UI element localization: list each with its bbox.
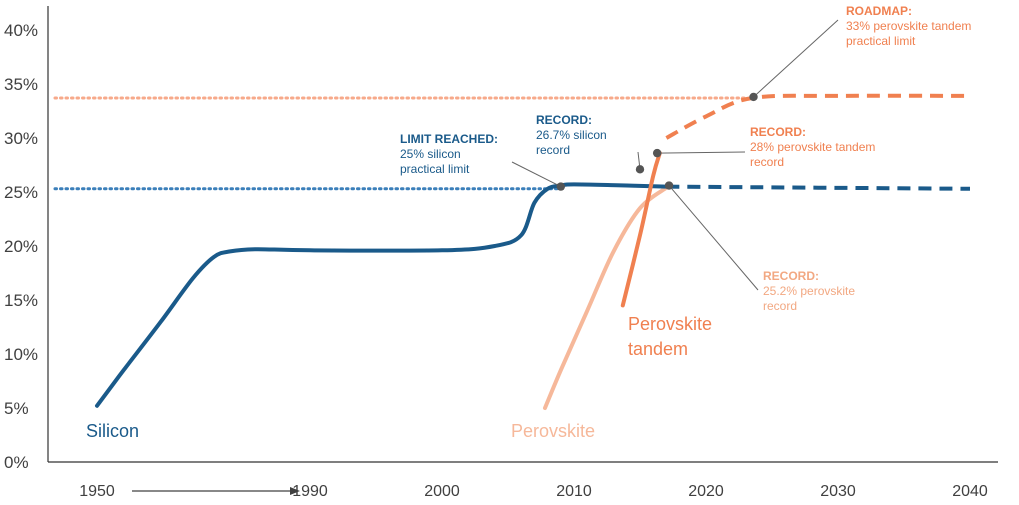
tandem-line	[620, 151, 662, 308]
tandem-label-line1: Perovskite	[628, 314, 712, 334]
annotation-leader-line	[668, 185, 759, 291]
silicon-projection-line	[666, 184, 971, 191]
annotation-text: practical limit	[400, 162, 470, 176]
y-tick-label: 40%	[4, 21, 38, 40]
series-labels: Silicon Perovskite Perovskite tandem	[86, 314, 712, 441]
arrow-head-icon	[290, 487, 300, 495]
perovskite-label: Perovskite	[511, 421, 595, 441]
annotation-title: RECORD:	[750, 125, 806, 139]
annotation-title: RECORD:	[536, 113, 592, 127]
annotation-title: LIMIT REACHED:	[400, 132, 498, 146]
annotation-text: 33% perovskite tandem	[846, 19, 971, 33]
x-tick-label: 2030	[820, 483, 856, 500]
x-tick-label: 2000	[424, 483, 460, 500]
reference-lines	[53, 96, 748, 191]
y-tick-label: 35%	[4, 75, 38, 94]
annotation-marker	[652, 148, 662, 158]
annotation-marker	[749, 92, 758, 102]
annotation-text: record	[763, 299, 797, 313]
annotation-marker	[635, 165, 645, 174]
annotation-title: ROADMAP:	[846, 4, 912, 18]
silicon-label: Silicon	[86, 421, 139, 441]
x-tick-label: 2040	[952, 483, 988, 500]
annotation-text: record	[536, 143, 570, 157]
x-tick-labels: 1950 1990 2000 2010 2020 2030 2040	[79, 483, 988, 500]
annotation-text: 26.7% silicon	[536, 128, 607, 142]
axes	[47, 6, 998, 463]
y-tick-label: 20%	[4, 237, 38, 256]
y-tick-label: 5%	[4, 399, 29, 418]
annotation-leader-line	[657, 151, 746, 154]
perovskite-line	[543, 185, 669, 410]
y-tick-labels: 0% 5% 10% 15% 20% 25% 30% 35% 40%	[4, 21, 38, 472]
y-tick-label: 0%	[4, 453, 29, 472]
tandem-projection-line	[665, 93, 971, 140]
y-tick-label: 15%	[4, 291, 38, 310]
annotation-text: 25.2% perovskite	[763, 284, 855, 298]
annotation-text: 28% perovskite tandem	[750, 140, 875, 154]
x-tick-label: 2020	[688, 483, 724, 500]
x-tick-label: 2010	[556, 483, 592, 500]
x-tick-label: 1950	[79, 483, 115, 500]
annotation-leader-line	[753, 19, 839, 98]
tandem-label-line2: tandem	[628, 339, 688, 359]
annotation-text: practical limit	[846, 34, 916, 48]
annotation-leader-line	[511, 161, 562, 188]
y-tick-label: 10%	[4, 345, 38, 364]
annotation-marker	[556, 182, 565, 191]
y-tick-label: 25%	[4, 183, 38, 202]
x-tick-label: 1990	[292, 483, 328, 500]
annotation-text: record	[750, 155, 784, 169]
y-tick-label: 30%	[4, 129, 38, 148]
annotation-title: RECORD:	[763, 269, 819, 283]
annotation-text: 25% silicon	[400, 147, 461, 161]
annotation-marker	[664, 181, 674, 190]
silicon-line	[95, 182, 669, 408]
